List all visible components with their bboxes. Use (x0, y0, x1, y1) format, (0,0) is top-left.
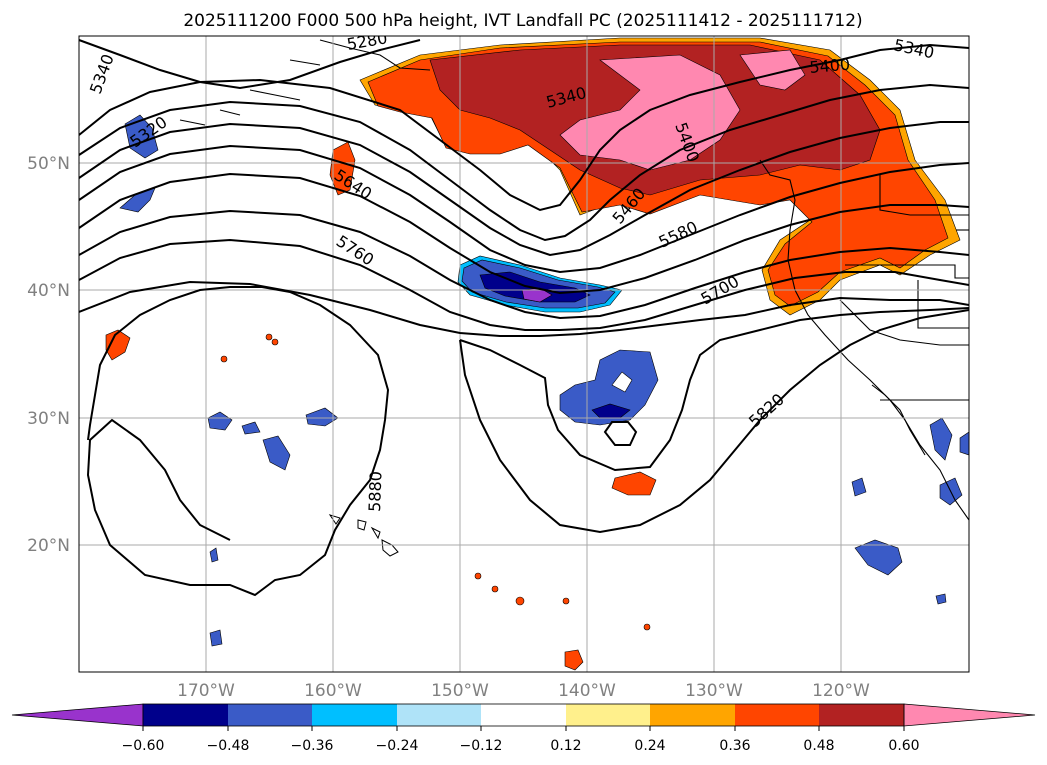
colorbar-bin (143, 704, 228, 726)
lon-label: 170°W (177, 681, 235, 701)
ivt-negative-shading (119, 114, 969, 647)
lat-label: 30°N (27, 409, 70, 429)
map-title: 2025111200 F000 500 hPa height, IVT Land… (183, 11, 862, 31)
colorbar-bin (312, 704, 397, 726)
map-panel: 5340 5340 5400 5280 5320 5340 5640 5760 … (79, 36, 969, 672)
colorbar-bin (819, 704, 904, 726)
colorbar-bin (481, 704, 566, 726)
colorbar: −0.60 −0.48 −0.36 −0.24 −0.12 0.12 0.24 … (11, 703, 1036, 754)
colorbar-tick-label: 0.36 (719, 738, 750, 754)
graticule (79, 36, 969, 672)
colorbar-bin (650, 704, 735, 726)
colorbar-bin (397, 704, 481, 726)
height-contours (79, 39, 969, 597)
longitude-labels: 170°W 160°W 150°W 140°W 130°W 120°W (177, 681, 870, 701)
colorbar-tick-label: 0.24 (634, 738, 665, 754)
lat-label: 50°N (27, 154, 70, 174)
lon-label: 130°W (685, 681, 743, 701)
colorbar-frame (142, 703, 905, 727)
lat-label: 40°N (27, 281, 70, 301)
contour-label: 5880 (365, 471, 385, 512)
colorbar-tick-label: −0.24 (376, 738, 419, 754)
lon-label: 150°W (431, 681, 489, 701)
colorbar-tick-label: −0.60 (122, 738, 165, 754)
colorbar-ticks (142, 726, 905, 731)
lat-label: 20°N (27, 536, 70, 556)
colorbar-tick-label: 0.12 (550, 738, 581, 754)
colorbar-tick-label: −0.48 (207, 738, 250, 754)
colorbar-low-extend (11, 703, 144, 727)
latitude-labels: 50°N 40°N 30°N 20°N (27, 154, 70, 556)
colorbar-bin (228, 704, 312, 726)
colorbar-tick-label: −0.36 (291, 738, 334, 754)
contour-label: 5400 (809, 55, 851, 77)
lon-label: 160°W (304, 681, 362, 701)
coastlines (179, 39, 969, 521)
colorbar-tick-label: 0.48 (803, 738, 834, 754)
colorbar-high-extend (903, 703, 1036, 727)
colorbar-bin (735, 704, 819, 726)
map-frame (78, 35, 970, 673)
colorbar-bin (566, 704, 650, 726)
colorbar-tick-label: 0.60 (888, 738, 919, 754)
colorbar-tick-label: −0.12 (460, 738, 503, 754)
lon-label: 120°W (812, 681, 870, 701)
lon-label: 140°W (558, 681, 616, 701)
